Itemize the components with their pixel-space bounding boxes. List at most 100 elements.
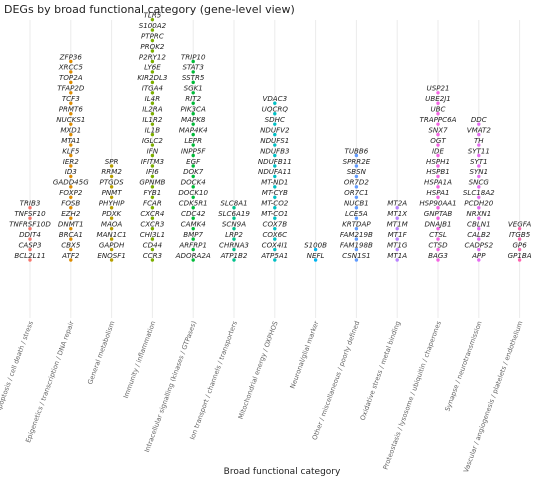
- gene-label: KIR2DL3: [137, 73, 168, 82]
- gene-label: PCDH20: [464, 199, 494, 208]
- gene-point: [28, 247, 32, 252]
- gene-label: MT-CO2: [261, 199, 289, 208]
- gene-label: GP6: [512, 240, 527, 249]
- gene-label: XRCC5: [58, 63, 84, 72]
- gene-point: [150, 70, 155, 74]
- gene-point: [150, 143, 155, 147]
- gene-label: TFAP2D: [57, 84, 85, 93]
- gene-label: LY6E: [144, 63, 161, 72]
- gene-label: SSTR5: [182, 73, 205, 82]
- gene-label: STAT3: [183, 63, 205, 72]
- gene-point: [354, 153, 359, 158]
- gene-point: [69, 195, 73, 199]
- gene-label: IFITM3: [141, 157, 165, 166]
- gene-point: [354, 164, 359, 168]
- gene-label: CHRNA3: [219, 240, 249, 249]
- gene-label: CDK5R1: [179, 199, 208, 208]
- gene-label: PTGDS: [100, 178, 125, 187]
- gene-label: USP21: [427, 84, 450, 93]
- gene-point: [150, 122, 155, 126]
- gene-label: NDUFV2: [260, 125, 290, 134]
- gene-point: [354, 195, 359, 199]
- gene-label: MTA1: [61, 136, 80, 145]
- gene-label: SDHC: [265, 115, 285, 124]
- gene-label: INPP5F: [181, 146, 206, 155]
- gene-label: CTSD: [428, 240, 448, 249]
- gene-label: RRM2: [101, 167, 122, 176]
- gene-point: [517, 237, 522, 241]
- gene-label: VEGFA: [508, 219, 531, 228]
- gene-label: APP: [471, 251, 486, 260]
- gene-point: [28, 226, 32, 231]
- gene-label: TLR5: [144, 10, 162, 19]
- gene-label: MT1X: [387, 209, 407, 218]
- gene-label: BMP7: [183, 230, 203, 239]
- gene-point: [69, 237, 73, 241]
- gene-point: [150, 153, 155, 158]
- gene-point: [69, 143, 73, 147]
- gene-point: [150, 112, 155, 116]
- gene-label: FOSB: [61, 199, 80, 208]
- gene-point: [477, 185, 481, 189]
- gene-point: [191, 80, 195, 85]
- gene-point: [354, 226, 359, 231]
- gene-point: [109, 247, 114, 252]
- gene-label: SLC6A19: [218, 209, 250, 218]
- gene-label: PIK3CA: [181, 105, 206, 114]
- gene-label: BCL2L11: [14, 251, 45, 260]
- gene-label: CCR3: [143, 251, 163, 260]
- gene-point: [354, 258, 359, 262]
- gene-label: CALB2: [467, 230, 491, 239]
- gene-point: [28, 258, 32, 262]
- gene-label: CSN1S1: [342, 251, 370, 260]
- gene-label: HSP90AA1: [419, 199, 456, 208]
- gene-label: IFN: [147, 146, 159, 155]
- gene-point: [191, 122, 195, 126]
- gene-point: [69, 101, 73, 105]
- gene-label: SLC18A2: [463, 188, 495, 197]
- gene-label: NDUFS1: [260, 136, 289, 145]
- gene-point: [436, 153, 440, 158]
- gene-point: [436, 226, 440, 231]
- gene-point: [232, 226, 236, 231]
- gene-label: ITGB5: [509, 230, 531, 239]
- x-tick-label: Immunity / inflammation: [122, 320, 157, 399]
- gene-label: IGLC2: [142, 136, 163, 145]
- gene-point: [436, 247, 440, 252]
- gene-point: [191, 112, 195, 116]
- gene-point: [232, 216, 236, 220]
- gene-label: UQCRQ: [262, 105, 289, 114]
- gene-point: [109, 164, 114, 168]
- gene-label: SPR: [105, 157, 119, 166]
- gene-label: MAOA: [101, 219, 123, 228]
- gene-point: [273, 112, 277, 116]
- gene-point: [109, 174, 114, 179]
- gene-point: [232, 247, 236, 252]
- gene-label: DOK7: [183, 167, 204, 176]
- gene-label: PHYHIP: [99, 199, 125, 208]
- gene-label: DOCK10: [178, 188, 208, 197]
- gene-label: COX6C: [262, 230, 287, 239]
- gene-point: [69, 80, 73, 85]
- gene-label: MAN1C1: [96, 230, 126, 239]
- gene-point: [477, 132, 481, 137]
- gene-label: DOCK4: [181, 178, 206, 187]
- gene-label: ARFRP1: [178, 240, 207, 249]
- gene-label: ATP5A1: [260, 251, 288, 260]
- gene-point: [436, 206, 440, 210]
- gene-point: [69, 70, 73, 74]
- gene-point: [273, 101, 277, 105]
- gene-label: HSPH1: [426, 157, 450, 166]
- gene-label: SYT11: [468, 146, 490, 155]
- gene-label: SCN9A: [222, 219, 246, 228]
- gene-point: [150, 185, 155, 189]
- gene-point: [395, 206, 399, 210]
- gene-label: ATF2: [61, 251, 80, 260]
- gene-point: [191, 258, 195, 262]
- gene-label: VDAC3: [262, 94, 287, 103]
- gene-point: [273, 132, 277, 137]
- gene-point: [150, 38, 155, 43]
- gene-point: [273, 174, 277, 179]
- gene-label: FAM198B: [340, 240, 373, 249]
- gene-label: MT1A: [387, 251, 407, 260]
